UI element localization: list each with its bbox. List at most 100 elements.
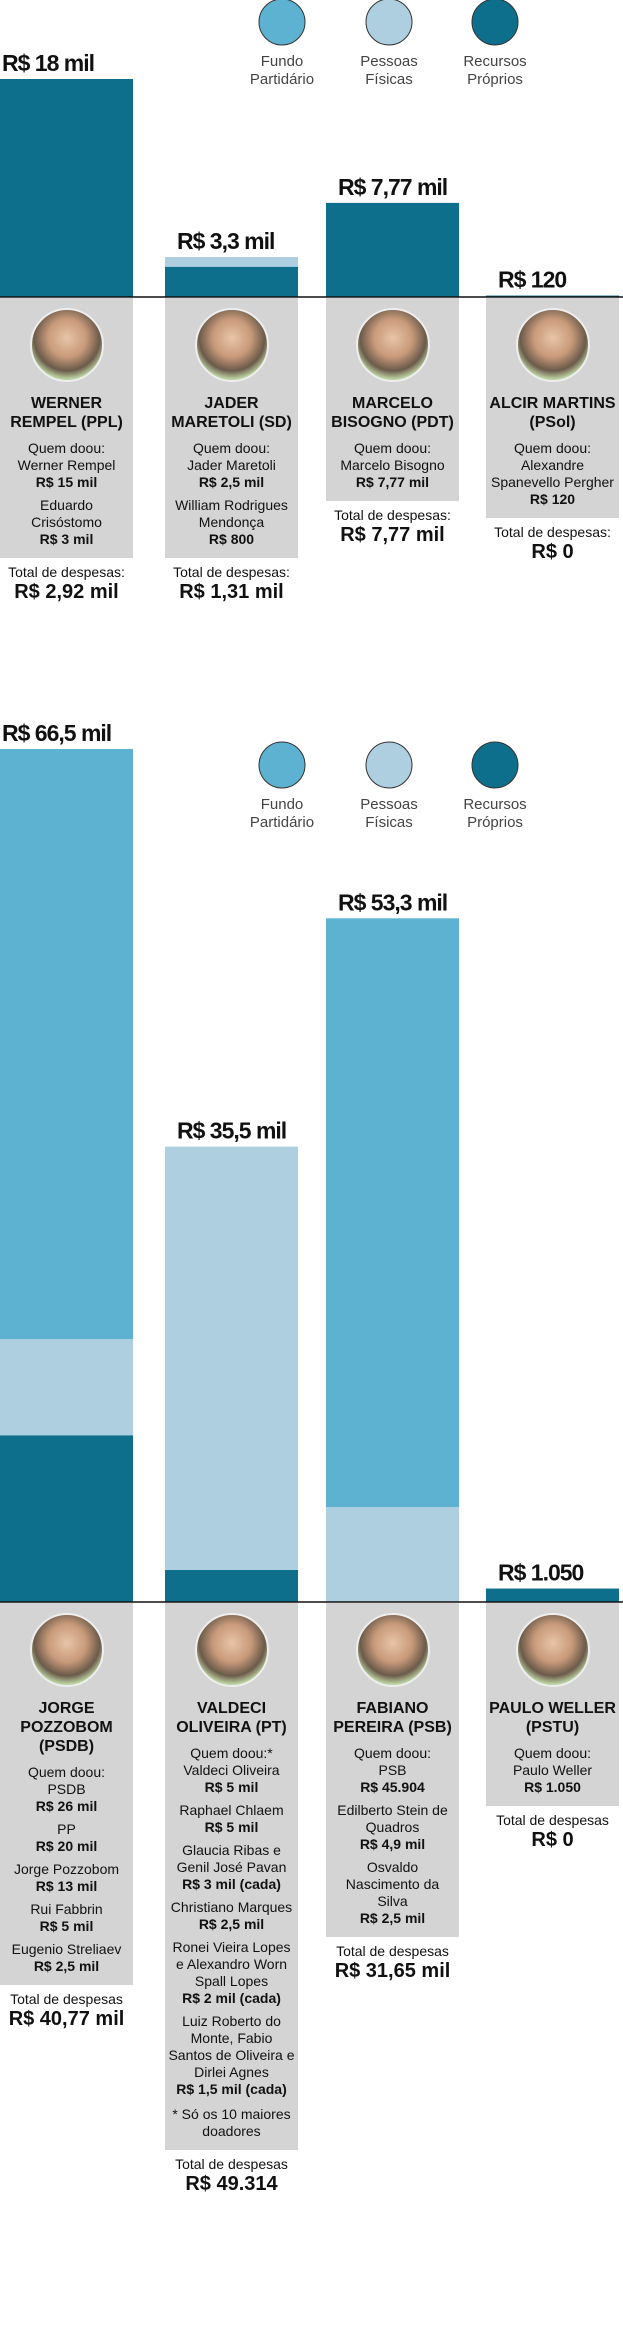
donor-name: Paulo Weller (512, 1762, 593, 1778)
donor-name: Luiz Roberto do Monte, Fabio Santos de O… (168, 2013, 295, 2080)
donor-name: Werner Rempel (17, 457, 116, 473)
donor-amount: R$ 2,5 mil (198, 1916, 265, 1932)
bar-total-label: R$ 53,3 mil (338, 889, 447, 915)
candidate-photo (355, 1613, 430, 1687)
candidate-card: MARCELO BISOGNO (PDT) Quem doou: Marcelo B… (326, 298, 459, 547)
donor-name: Eugenio Streliaev (11, 1941, 122, 1957)
donor: Eugenio Streliaev R$ 2,5 mil (3, 1941, 130, 1975)
donor-name: Eduardo Crisóstomo (31, 497, 102, 530)
donor: Edilberto Stein de Quadros R$ 4,9 mil (329, 1802, 456, 1853)
candidate-name: ALCIR MARTINS (PSol) (489, 395, 616, 431)
donor-amount: R$ 5 mil (204, 1779, 259, 1795)
donor-name: PSDB (47, 1781, 86, 1797)
donor: Luiz Roberto do Monte, Fabio Santos de O… (168, 2013, 295, 2098)
donor-name: Ronei Vieira Lopes e Alexandro Worn Spal… (172, 1939, 291, 1989)
donor-amount: R$ 1.050 (524, 1779, 581, 1795)
legend-label: Pessoas Físicas (360, 796, 418, 831)
donors-title: Quem doou: (353, 1745, 432, 1761)
bar-segment (0, 79, 133, 297)
legend-label: Fundo Partidário (249, 796, 315, 831)
donor-amount: R$ 2,5 mil (33, 1958, 100, 1974)
bar-segment (0, 1339, 133, 1436)
donor-amount: R$ 20 mil (35, 1838, 98, 1854)
card-box: FABIANO PEREIRA (PSB) Quem doou: PSB R$ 45.… (326, 1603, 459, 1937)
donor-amount: R$ 5 mil (204, 1819, 259, 1835)
donors-title: Quem doou: (353, 440, 432, 456)
donor-amount: R$ 15 mil (35, 474, 98, 490)
donor: Rui Fabbrin R$ 5 mil (3, 1901, 130, 1935)
donor-name: Edilberto Stein de Quadros (337, 1802, 448, 1835)
total-label: Total de despesas (496, 1812, 609, 1828)
donor-amount: R$ 3 mil (cada) (182, 1876, 281, 1892)
donor-amount: R$ 13 mil (35, 1878, 98, 1894)
donor-name: Osvaldo Nascimento da Silva (345, 1859, 440, 1909)
legend-swatch (258, 0, 306, 46)
candidate-name: MARCELO BISOGNO (PDT) (331, 395, 454, 431)
total-label: Total de despesas (336, 1943, 449, 1959)
candidate-photo (194, 1613, 269, 1687)
candidate-photo (515, 1613, 590, 1687)
donor: PP R$ 20 mil (3, 1821, 130, 1855)
legend-swatch (258, 741, 306, 789)
candidate-card: FABIANO PEREIRA (PSB) Quem doou: PSB R$ 45.… (326, 1603, 459, 1983)
donor: Marcelo Bisogno R$ 7,77 mil (329, 457, 456, 491)
donor: Valdeci Oliveira R$ 5 mil (168, 1762, 295, 1796)
candidate-card: WERNER REMPEL (PPL) Quem doou: Werner Remp… (0, 298, 133, 604)
legend-swatch (365, 0, 413, 46)
card-box: MARCELO BISOGNO (PDT) Quem doou: Marcelo B… (326, 298, 459, 501)
candidate-photo (29, 1613, 104, 1687)
candidate-name: WERNER REMPEL (PPL) (10, 395, 123, 431)
donor-name: PP (57, 1821, 76, 1837)
total-label: Total de despesas (175, 2156, 288, 2172)
candidate-name: PAULO WELLER (PSTU) (489, 1700, 616, 1736)
donor-amount: R$ 5 mil (39, 1918, 94, 1934)
donors-title: Quem doou: (513, 440, 592, 456)
donor-name: Jorge Pozzobom (13, 1861, 120, 1877)
card-box: WERNER REMPEL (PPL) Quem doou: Werner Remp… (0, 298, 133, 558)
donor: Christiano Marques R$ 2,5 mil (168, 1899, 295, 1933)
total-value: R$ 40,77 mil (8, 2008, 125, 2030)
donor-name: Raphael Chlaem (179, 1802, 284, 1818)
bar-segment (326, 918, 459, 1508)
donor: Paulo Weller R$ 1.050 (489, 1762, 616, 1796)
total-label: Total de despesas (10, 1991, 123, 2007)
legend-swatch (471, 741, 519, 789)
legend-swatch (471, 0, 519, 46)
donor: Ronei Vieira Lopes e Alexandro Worn Spal… (168, 1939, 295, 2007)
donor-name: Jader Maretoli (187, 457, 276, 473)
bar-segment (165, 257, 298, 267)
donor-amount: R$ 2,5 mil (198, 474, 265, 490)
total-label: Total de despesas: (494, 524, 611, 540)
donor-amount: R$ 2 mil (cada) (182, 1990, 281, 2006)
bar-segment (165, 1146, 298, 1570)
donor-amount: R$ 26 mil (35, 1798, 98, 1814)
donor: PSDB R$ 26 mil (3, 1781, 130, 1815)
total-value: R$ 2,92 mil (14, 581, 119, 603)
donor: Glaucia Ribas e Genil José Pavan R$ 3 mil… (168, 1842, 295, 1893)
bar-segment (486, 1588, 619, 1602)
donor: Raphael Chlaem R$ 5 mil (168, 1802, 295, 1836)
donors-title: Quem doou: (27, 1764, 106, 1780)
legend-label: Recursos Próprios (463, 796, 527, 831)
donor-amount: R$ 45.904 (360, 1779, 425, 1795)
candidate-card: JORGE POZZOBOM (PSDB) Quem doou: PSDB R$ 26… (0, 1603, 133, 2031)
candidate-name: JADER MARETOLI (SD) (171, 395, 292, 431)
bar-segment (326, 1507, 459, 1602)
footnote: * Só os 10 maiores doadores (172, 2106, 291, 2139)
donor-name: William Rodrigues Mendonça (175, 497, 288, 530)
bar-total-label: R$ 35,5 mil (177, 1118, 286, 1144)
bar-segment (0, 1435, 133, 1602)
candidate-name: JORGE POZZOBOM (PSDB) (20, 1700, 113, 1755)
donor-amount: R$ 7,77 mil (355, 474, 430, 490)
card-box: ALCIR MARTINS (PSol) Quem doou: Alexandre … (486, 298, 619, 518)
total-value: R$ 0 (531, 541, 574, 563)
donor: Alexandre Spanevello Pergher R$ 120 (489, 457, 616, 508)
donors-title: Quem doou: (513, 1745, 592, 1761)
total-label: Total de despesas: (173, 564, 290, 580)
donor-name: Christiano Marques (170, 1899, 293, 1915)
candidate-card: ALCIR MARTINS (PSol) Quem doou: Alexandre … (486, 298, 619, 564)
card-box: PAULO WELLER (PSTU) Quem doou: Paulo Welle… (486, 1603, 619, 1806)
donor-amount: R$ 800 (208, 531, 255, 547)
